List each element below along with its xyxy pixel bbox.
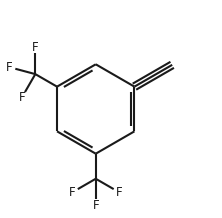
Text: F: F <box>69 186 76 199</box>
Text: F: F <box>116 186 122 199</box>
Text: F: F <box>6 61 13 74</box>
Text: F: F <box>19 91 25 104</box>
Text: F: F <box>92 199 99 212</box>
Text: F: F <box>32 41 39 54</box>
